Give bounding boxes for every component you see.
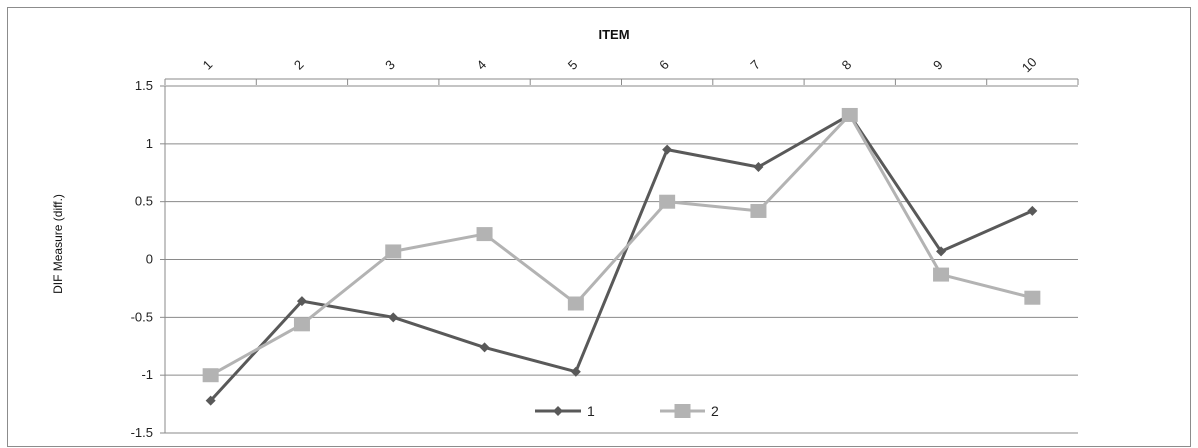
series-1-line (209, 113, 1033, 402)
y-tick-label: 0 (146, 252, 153, 267)
x-tick-label: 7 (747, 57, 763, 73)
legend-2-marker (674, 404, 691, 418)
y-tick-label: 1.5 (135, 78, 153, 93)
series-1-point (296, 296, 307, 307)
legend-1-marker (553, 406, 563, 416)
series-2-point (933, 267, 950, 282)
axes: 1.510.50-0.5-1-1.51 2 3 4 5 6 7 8 9 10 (131, 54, 1079, 440)
series-1-point (753, 161, 764, 172)
x-tick-label: 1 (200, 57, 216, 73)
y-axis-title: DIF Measure (diff.) (51, 194, 65, 294)
series-2-point (202, 368, 219, 383)
x-tick-label: 4 (474, 57, 490, 73)
series-1-point (662, 144, 673, 155)
x-tick-label: 3 (382, 57, 398, 73)
y-tick-label: -0.5 (131, 309, 153, 324)
y-tick-label: 1 (146, 136, 153, 151)
x-tick-label: 5 (565, 57, 581, 73)
x-tick-label: 6 (656, 57, 672, 73)
series-2-point (1024, 290, 1041, 305)
series-1-point (388, 312, 399, 323)
series-2-point (567, 296, 584, 311)
series-1-point (936, 246, 947, 257)
series-1-point (479, 342, 490, 353)
y-tick-label: -1.5 (131, 425, 153, 440)
series-2-point (841, 107, 858, 122)
series-2-point (476, 227, 493, 242)
x-tick-label: 8 (839, 57, 855, 73)
y-tick-label: 0.5 (135, 194, 153, 209)
legend-2-label: 2 (711, 403, 719, 419)
legend-1-label: 1 (587, 403, 595, 419)
series-2-line (209, 113, 1033, 377)
y-tick-label: -1 (141, 367, 153, 382)
series-2-point (659, 194, 676, 209)
series-1-point (205, 395, 216, 406)
x-axis-title: ITEM (598, 27, 629, 42)
series-1-point (570, 366, 581, 377)
series-2-point (385, 244, 402, 259)
series-2-point (750, 203, 767, 218)
series-2-point (293, 317, 310, 332)
x-tick-label: 2 (291, 57, 307, 73)
x-tick-label: 10 (1019, 54, 1040, 75)
gridlines (165, 85, 1078, 434)
data-series (202, 107, 1041, 406)
series-1-point (1027, 205, 1038, 216)
x-tick-label: 9 (930, 57, 946, 73)
